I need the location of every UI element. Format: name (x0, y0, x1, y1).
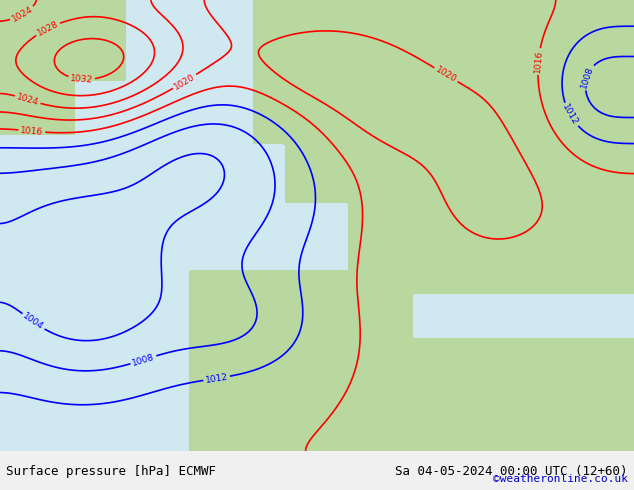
Text: 1008: 1008 (579, 65, 595, 89)
Text: 1020: 1020 (172, 72, 197, 91)
Text: 1012: 1012 (205, 372, 229, 385)
Text: 1024: 1024 (10, 4, 34, 24)
Text: 1024: 1024 (15, 92, 40, 107)
Text: 1016: 1016 (20, 125, 44, 137)
Text: 1032: 1032 (70, 74, 93, 85)
Text: 1012: 1012 (560, 103, 580, 127)
Text: 1028: 1028 (36, 20, 60, 38)
Text: Sa 04-05-2024 00:00 UTC (12+60): Sa 04-05-2024 00:00 UTC (12+60) (395, 465, 628, 478)
Text: Surface pressure [hPa] ECMWF: Surface pressure [hPa] ECMWF (6, 465, 216, 478)
Text: 1004: 1004 (22, 312, 45, 332)
Text: 1020: 1020 (434, 65, 458, 84)
Text: 1016: 1016 (533, 49, 544, 73)
Text: ©weatheronline.co.uk: ©weatheronline.co.uk (493, 474, 628, 484)
Text: 1008: 1008 (131, 352, 156, 368)
